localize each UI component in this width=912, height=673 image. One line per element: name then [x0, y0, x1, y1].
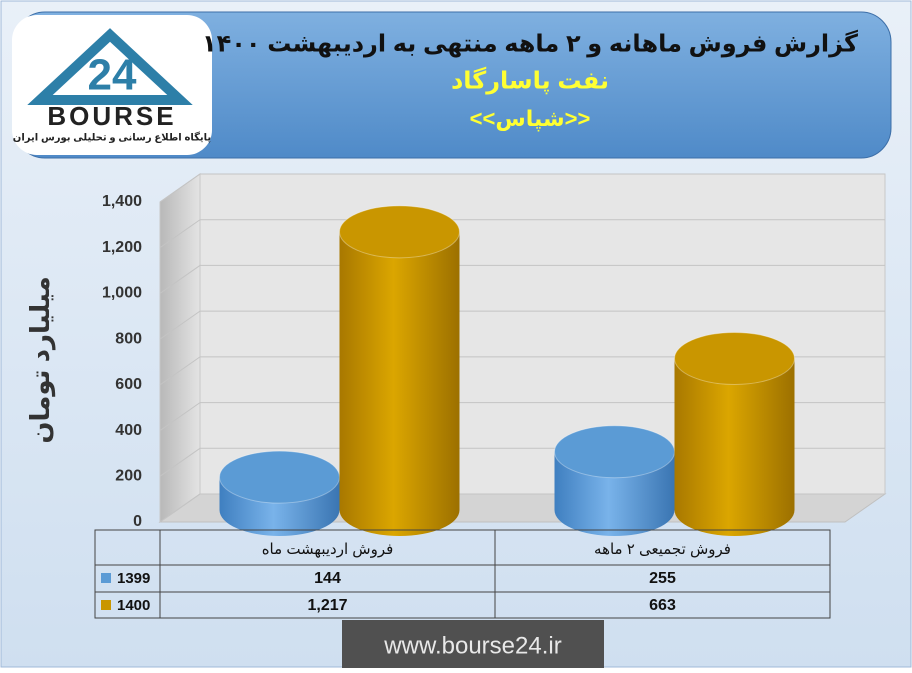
grid-line — [159, 264, 885, 294]
x-tick-label: فروش تجمیعی ۲ ماهه — [594, 541, 731, 558]
legend-swatch — [101, 600, 111, 610]
chart-title: گزارش فروش ماهانه و ۲ ماهه منتهی به اردی… — [202, 29, 858, 57]
bar-top — [554, 425, 675, 479]
bar-top — [339, 205, 460, 259]
symbol: <<شپاس>> — [470, 106, 591, 132]
y-tick-label: 400 — [115, 422, 142, 439]
logo-number: 24 — [88, 51, 137, 100]
plot: 0 200 400 600 800 1,000 1,200 1,400 فروش اردیبهش… — [94, 173, 887, 619]
footer-box — [342, 620, 604, 668]
data-label: 1,217 — [307, 597, 347, 614]
logo-shape — [27, 28, 193, 105]
y-tick-label: 200 — [115, 468, 142, 485]
y-axis-label: میلیارد تومان — [25, 276, 56, 443]
logo-box — [12, 15, 212, 155]
y-tick-label: 0 — [133, 513, 142, 530]
legend-swatch — [101, 573, 111, 583]
grid-line — [159, 310, 885, 340]
x-tick-label: فروش اردیبهشت ماه — [262, 541, 394, 558]
legend-label: 1399 — [117, 570, 150, 587]
bar-top — [674, 331, 795, 385]
bar — [339, 231, 460, 537]
data-label: 663 — [649, 597, 676, 614]
legend-label: 1400 — [117, 597, 150, 614]
chart-subtitle: نفت پاسارگاد — [451, 66, 609, 94]
grid-line — [159, 219, 885, 249]
side-wall — [159, 173, 201, 523]
bar — [674, 358, 795, 536]
y-tick-label: 1,200 — [102, 239, 142, 256]
table-frame — [94, 529, 831, 619]
grid-line — [159, 402, 885, 431]
footer: www.bourse24.ir — [383, 632, 561, 659]
y-tick-label: 1,000 — [102, 285, 142, 302]
data-label: 255 — [649, 570, 676, 587]
grid-line — [159, 356, 885, 386]
y-tick-label: 1,400 — [102, 193, 142, 210]
bar-top — [219, 450, 340, 504]
grid-line — [159, 173, 885, 203]
y-tick-label: 800 — [115, 330, 142, 347]
data-label: 144 — [314, 570, 341, 587]
logo-text: BOURSE — [47, 101, 176, 131]
logo-caption: پایگاه اطلاع رسانی و تحلیلی بورس ایران — [13, 131, 212, 144]
y-tick-label: 600 — [115, 376, 142, 393]
